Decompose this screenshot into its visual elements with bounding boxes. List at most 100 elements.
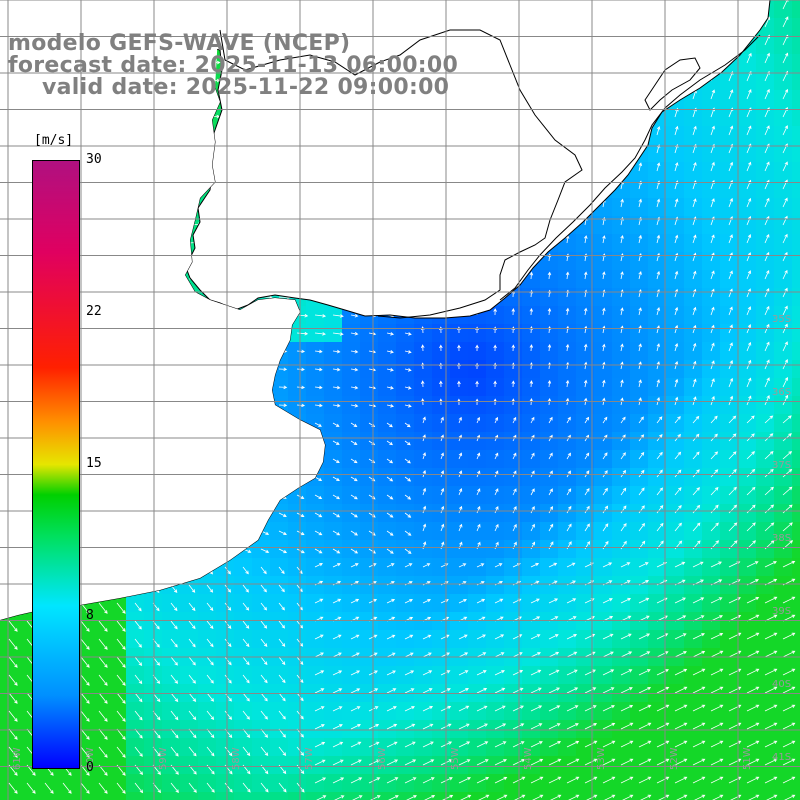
wind-arrow: [565, 271, 570, 280]
wind-arrow: [548, 505, 553, 514]
wind-arrow: [746, 433, 755, 442]
wind-arrow: [350, 548, 359, 554]
wind-arrow: [404, 386, 412, 390]
wind-arrow: [620, 687, 633, 694]
wind-arrow: [583, 307, 588, 316]
wind-arrow: [422, 777, 435, 784]
wind-arrow: [188, 656, 196, 666]
wind-arrow: [710, 597, 723, 604]
wind-arrow: [566, 634, 578, 640]
wind-arrow: [420, 380, 425, 388]
wind-arrow: [170, 746, 179, 757]
latitude-labels: 35S 36S 37S 38S 39S 40S 41S: [772, 314, 791, 763]
wind-arrow: [638, 379, 642, 388]
wind-arrow: [710, 758, 724, 766]
wind-arrow: [566, 687, 579, 694]
wind-arrow: [494, 776, 508, 784]
wind-arrow: [674, 651, 687, 658]
wind-cell: [792, 414, 800, 432]
wind-arrow: [730, 794, 742, 800]
wind-arrow: [782, 632, 796, 640]
wind-arrow: [476, 652, 487, 658]
wind-arrow: [224, 746, 233, 757]
wind-arrow: [764, 288, 770, 298]
wind-arrow: [602, 633, 614, 640]
wind-arrow: [457, 344, 461, 352]
wind-arrow: [728, 89, 734, 100]
wind-arrow: [511, 308, 515, 316]
wind-arrow: [764, 468, 774, 478]
wind-arrow: [674, 469, 682, 478]
wind-arrow: [566, 705, 579, 712]
wind-arrow: [404, 494, 412, 500]
wind-arrow: [547, 271, 552, 280]
wind-cell: [792, 126, 800, 144]
wind-arrow: [314, 777, 327, 784]
wind-arrow: [493, 380, 497, 388]
wind-arrow: [583, 361, 588, 370]
wind-arrow: [170, 620, 178, 630]
wind-arrow: [602, 776, 616, 784]
wind-arrow: [278, 746, 287, 756]
wind-arrow: [746, 504, 756, 514]
wind-arrow: [692, 597, 705, 604]
wind-arrow: [458, 634, 468, 640]
wind-cell: [792, 36, 800, 54]
wind-arrow: [8, 782, 18, 794]
wind-arrow: [710, 650, 724, 658]
wind-arrow: [440, 505, 445, 514]
wind-arrow: [493, 308, 497, 316]
wind-arrow: [638, 307, 642, 316]
wind-arrow: [170, 710, 179, 721]
wind-arrow: [476, 452, 481, 460]
wind-cell: [234, 792, 252, 800]
wind-arrow: [710, 469, 719, 478]
wind-arrow: [764, 395, 770, 406]
wind-arrow: [728, 197, 733, 208]
wind-arrow: [547, 379, 552, 388]
wind-cell: [792, 216, 800, 234]
wind-cell: [108, 792, 126, 800]
wind-arrow: [584, 705, 597, 712]
wind-arrow: [782, 740, 796, 748]
wind-cell: [90, 792, 108, 800]
wind-cell: [630, 792, 648, 800]
wind-arrow: [512, 523, 517, 532]
wind-cell: [792, 324, 800, 342]
wind-arrow: [440, 777, 453, 784]
wind-arrow: [420, 344, 425, 352]
wind-arrow: [278, 566, 285, 575]
wind-arrow: [746, 451, 755, 460]
wind-cell: [792, 108, 800, 126]
lon-label: 56W: [377, 747, 388, 770]
wind-arrow: [674, 686, 688, 694]
wind-arrow: [584, 758, 598, 766]
wind-arrow: [692, 415, 700, 424]
wind-arrow: [278, 620, 286, 629]
wind-arrow: [476, 598, 486, 604]
wind-arrow: [638, 633, 651, 640]
wind-arrow: [692, 487, 700, 496]
wind-arrow: [494, 741, 507, 748]
wind-arrow: [656, 505, 664, 514]
wind-arrow: [602, 758, 616, 766]
wind-arrow: [314, 598, 324, 604]
wind-arrow: [368, 777, 381, 784]
wind-arrow: [8, 620, 18, 632]
wind-cell: [594, 792, 612, 800]
wind-arrow: [746, 650, 760, 658]
wind-arrow: [98, 710, 108, 722]
wind-arrow: [656, 633, 669, 640]
wind-arrow: [314, 512, 323, 518]
wind-arrow: [350, 598, 360, 604]
wind-arrow: [692, 378, 697, 388]
wind-arrow: [314, 724, 325, 730]
wind-arrow: [746, 341, 752, 352]
wind-arrow: [440, 452, 444, 460]
wind-arrow: [170, 656, 178, 666]
colorbar-tick-22: 22: [86, 304, 102, 319]
wind-arrow: [332, 741, 344, 748]
wind-cell: [720, 792, 738, 800]
wind-cell: [504, 792, 522, 800]
wind-arrow: [116, 656, 126, 668]
